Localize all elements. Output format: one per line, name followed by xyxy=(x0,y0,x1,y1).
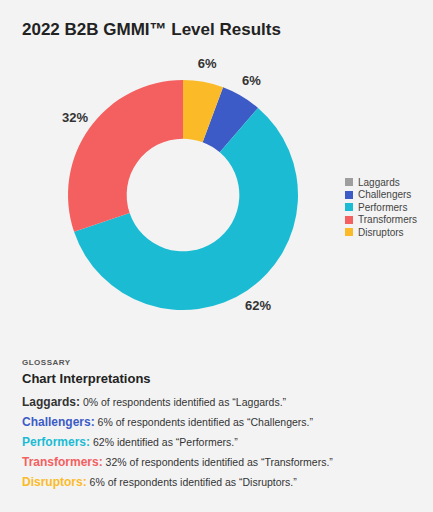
html-text:Challengers: 6% of respondents: Challengers: 6% of respondents identifie… xyxy=(22,415,313,429)
html-text:GLOSSARY: GLOSSARY xyxy=(22,358,71,367)
html-text:Laggards: 0% of respondents id: Laggards: 0% of respondents identified a… xyxy=(22,395,287,409)
svg-text:6%: 6% xyxy=(198,56,217,71)
html-text:Performers: Performers xyxy=(358,201,408,213)
html-text:Disruptors: 6% of respondents: Disruptors: 6% of respondents identified… xyxy=(22,475,297,489)
html-text:Disruptors: Disruptors xyxy=(358,226,404,238)
svg-text:6%: 6% xyxy=(242,73,261,88)
html-text:Laggards: Laggards xyxy=(358,176,400,188)
html-text:Transformers: 32% of responden: Transformers: 32% of respondents identif… xyxy=(22,455,333,469)
html-text:Chart Interpretations: Chart Interpretations xyxy=(22,371,151,386)
svg-text:32%: 32% xyxy=(62,110,88,125)
html-text:Performers: 62% identified as: Performers: 62% identified as “Performer… xyxy=(22,435,238,449)
html-text:2022 B2B GMMI™ Level Results: 2022 B2B GMMI™ Level Results xyxy=(22,20,281,39)
html-text:Transformers: Transformers xyxy=(358,214,418,226)
svg-text:62%: 62% xyxy=(245,298,271,313)
html-text:Challengers: Challengers xyxy=(358,189,412,201)
